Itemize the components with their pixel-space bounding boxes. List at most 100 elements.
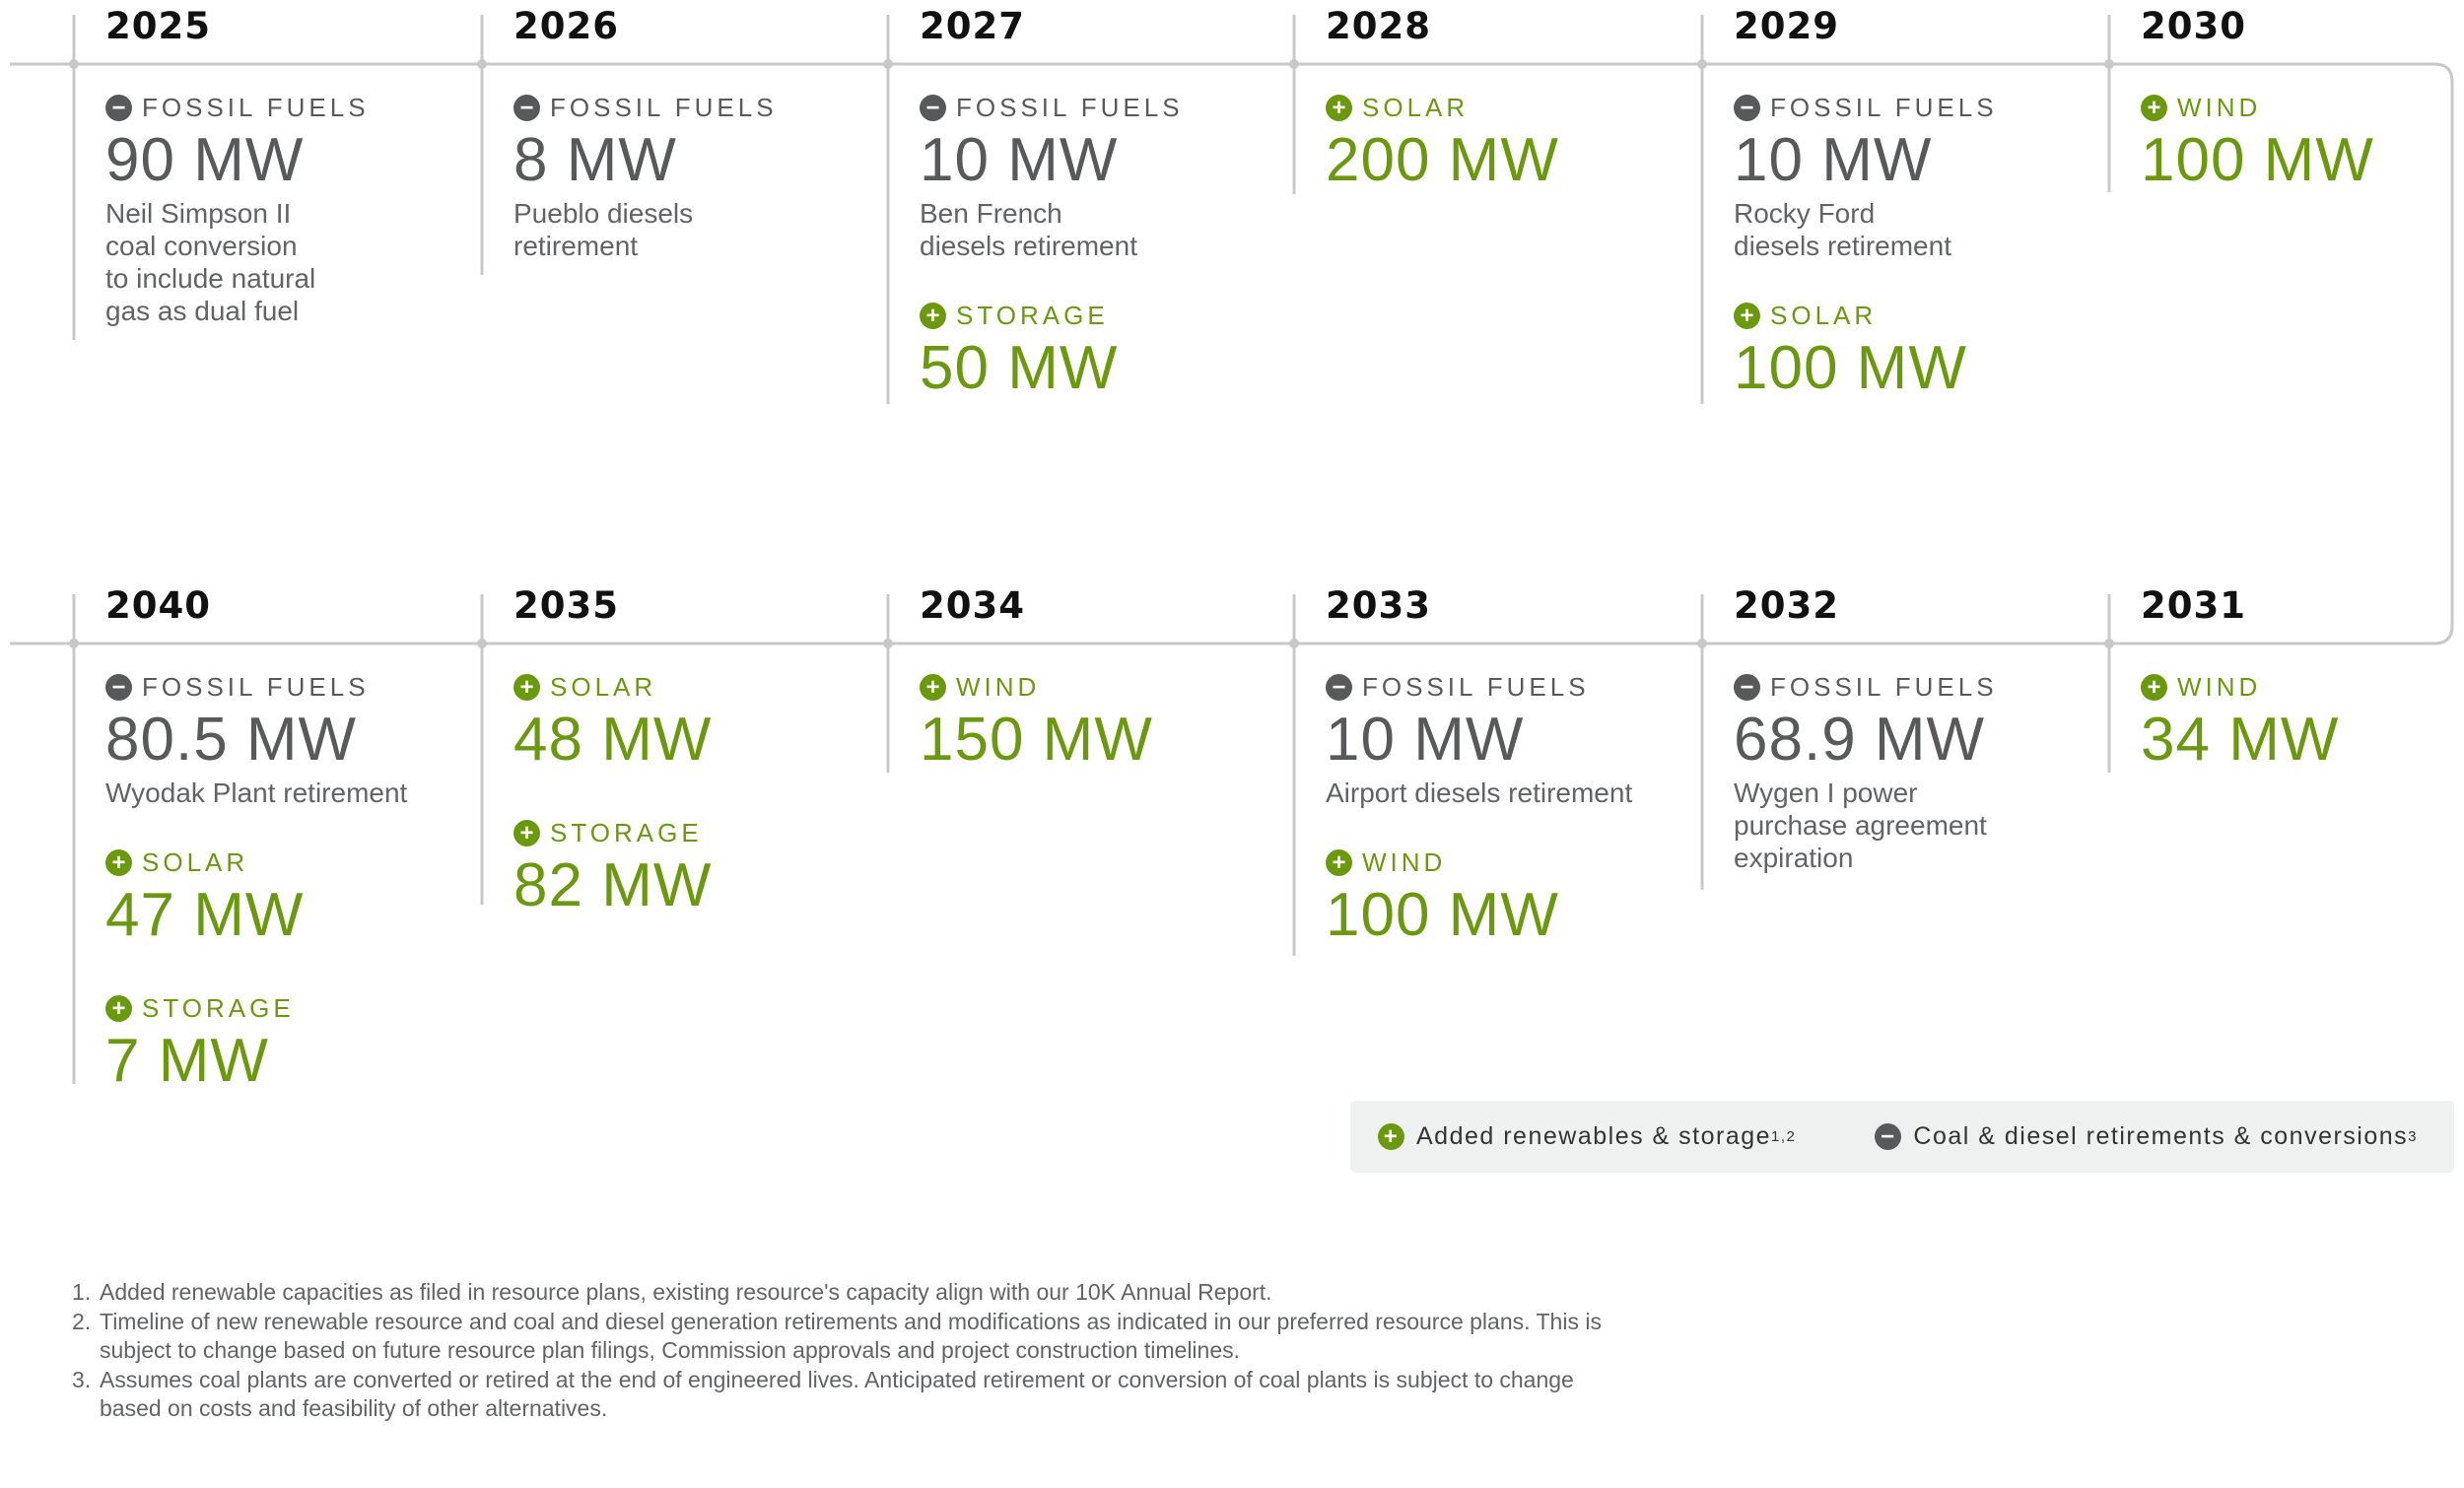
year-label: 2033 (1326, 584, 1431, 627)
plus-icon: + (513, 819, 540, 846)
year-label: 2025 (105, 5, 211, 47)
entry-type-label: SOLAR (142, 846, 249, 877)
entry-capacity: 10 MW (1734, 126, 1933, 194)
entry-type-label: STORAGE (956, 300, 1109, 330)
entry-type-label: SOLAR (550, 671, 657, 702)
entry-type-label: FOSSIL FUELS (142, 671, 370, 702)
entry-type: + WIND (2141, 671, 2464, 703)
year-dot (1697, 639, 1707, 648)
plus-icon: + (920, 302, 946, 329)
year-label: 2030 (2141, 5, 2246, 47)
minus-icon: − (105, 673, 132, 701)
year-label: 2040 (105, 584, 211, 627)
timeline-entry: + STORAGE 7 MW (105, 992, 490, 1101)
plus-icon: + (920, 673, 946, 701)
timeline-entry: + SOLAR 47 MW (105, 846, 490, 955)
entry-type-label: STORAGE (550, 817, 703, 847)
entry-description: Ben French diesels retirement (920, 198, 1137, 261)
legend: + Added renewables & storage 1,2 − Coal &… (1350, 1101, 2454, 1173)
entry-type: + SOLAR (105, 846, 490, 878)
entry-type-label: WIND (1362, 846, 1447, 877)
plus-icon: + (2141, 673, 2167, 701)
entry-list: + WIND 100 MW (2141, 92, 2464, 200)
entry-list: − FOSSIL FUELS 10 MW Airport diesels retire… (1326, 671, 1710, 955)
timeline-connector (10, 62, 2454, 645)
legend-retired-label: Coal & diesel retirements & conversions (1913, 1122, 2409, 1150)
timeline-ticks (69, 15, 2114, 1084)
minus-icon: − (1734, 94, 1760, 121)
timeline-connector-path (10, 62, 2454, 645)
entry-type: − FOSSIL FUELS (105, 671, 490, 703)
entry-type-label: SOLAR (1362, 92, 1470, 122)
footnote-number: 2. (72, 1308, 92, 1334)
entry-capacity: 7 MW (105, 1027, 269, 1095)
entry-type-label: FOSSIL FUELS (1770, 92, 1998, 122)
footnote-text: Added renewable capacities as filed in r… (100, 1279, 1272, 1305)
plus-icon: + (1326, 848, 1352, 876)
entry-type: + SOLAR (513, 671, 898, 703)
entry-description: Neil Simpson II coal conversion to inclu… (105, 198, 316, 326)
timeline-entry: − FOSSIL FUELS 10 MW Airport diesels retire… (1326, 671, 1710, 809)
entry-capacity: 50 MW (920, 334, 1119, 402)
entry-capacity: 100 MW (1734, 334, 1967, 402)
year-label: 2032 (1734, 584, 1839, 627)
entry-list: − FOSSIL FUELS 90 MW Neil Simpson II coal c… (105, 92, 490, 327)
timeline-entry: + STORAGE 50 MW (920, 300, 1304, 408)
year-label: 2035 (513, 584, 619, 627)
entry-type: + WIND (920, 671, 1304, 703)
year-dot (69, 59, 79, 69)
minus-icon: − (105, 94, 132, 121)
minus-icon: − (1734, 673, 1760, 701)
entry-type: − FOSSIL FUELS (105, 92, 490, 123)
timeline-entry: + WIND 150 MW (920, 671, 1304, 779)
minus-icon: − (920, 94, 946, 121)
plus-icon: + (1378, 1123, 1404, 1150)
plus-icon: + (1734, 302, 1760, 329)
year-dot (1289, 639, 1299, 648)
year-label: 2034 (920, 584, 1025, 627)
footnote: 2. Timeline of new renewable resource and… (72, 1308, 1629, 1366)
legend-retired: − Coal & diesel retirements & conversion… (1875, 1122, 2418, 1151)
plus-icon: + (1326, 94, 1352, 121)
entry-list: + WIND 34 MW (2141, 671, 2464, 779)
timeline-entry: + STORAGE 82 MW (513, 817, 898, 925)
legend-retired-sup: 3 (2408, 1128, 2418, 1145)
entry-description: Rocky Ford diesels retirement (1734, 198, 1951, 261)
timeline-entry: − FOSSIL FUELS 90 MW Neil Simpson II coal c… (105, 92, 490, 327)
plus-icon: + (105, 994, 132, 1022)
entry-type: + STORAGE (513, 817, 898, 848)
entry-capacity: 8 MW (513, 126, 677, 194)
entry-type: − FOSSIL FUELS (1734, 92, 2118, 123)
entry-list: − FOSSIL FUELS 10 MW Rocky Ford diesels ret… (1734, 92, 2118, 408)
entry-capacity: 10 MW (1326, 706, 1525, 774)
entry-type: − FOSSIL FUELS (1326, 671, 1710, 703)
timeline-entry: − FOSSIL FUELS 10 MW Rocky Ford diesels ret… (1734, 92, 2118, 262)
entry-type-label: STORAGE (142, 992, 295, 1023)
entry-capacity: 82 MW (513, 851, 713, 919)
entry-description: Airport diesels retirement (1326, 778, 1633, 808)
legend-added: + Added renewables & storage 1,2 (1378, 1122, 1796, 1151)
minus-icon: − (1875, 1123, 1902, 1150)
entry-list: − FOSSIL FUELS 8 MW Pueblo diesels retireme… (513, 92, 898, 262)
entry-type-label: WIND (2177, 671, 2262, 702)
entry-type: + SOLAR (1734, 300, 2118, 331)
entry-capacity: 100 MW (1326, 881, 1559, 949)
timeline-entry: + SOLAR 100 MW (1734, 300, 2118, 408)
footnote-number: 3. (72, 1366, 92, 1392)
entry-capacity: 34 MW (2141, 706, 2340, 774)
year-dot (883, 639, 893, 648)
entry-type: + WIND (2141, 92, 2464, 123)
footnote: 1. Added renewable capacities as filed in… (72, 1278, 1629, 1308)
plus-icon: + (513, 673, 540, 701)
entry-capacity: 150 MW (920, 706, 1153, 774)
entry-type: + STORAGE (105, 992, 490, 1024)
entry-description: Wygen I power purchase agreement expirat… (1734, 778, 1987, 873)
year-dot (477, 639, 487, 648)
footnotes: 1. Added renewable capacities as filed in… (72, 1278, 1629, 1424)
entry-capacity: 100 MW (2141, 126, 2374, 194)
timeline-entry: + WIND 34 MW (2141, 671, 2464, 779)
entry-capacity: 47 MW (105, 881, 305, 949)
entry-type-label: WIND (2177, 92, 2262, 122)
year-label: 2027 (920, 5, 1025, 47)
year-dot (477, 59, 487, 69)
